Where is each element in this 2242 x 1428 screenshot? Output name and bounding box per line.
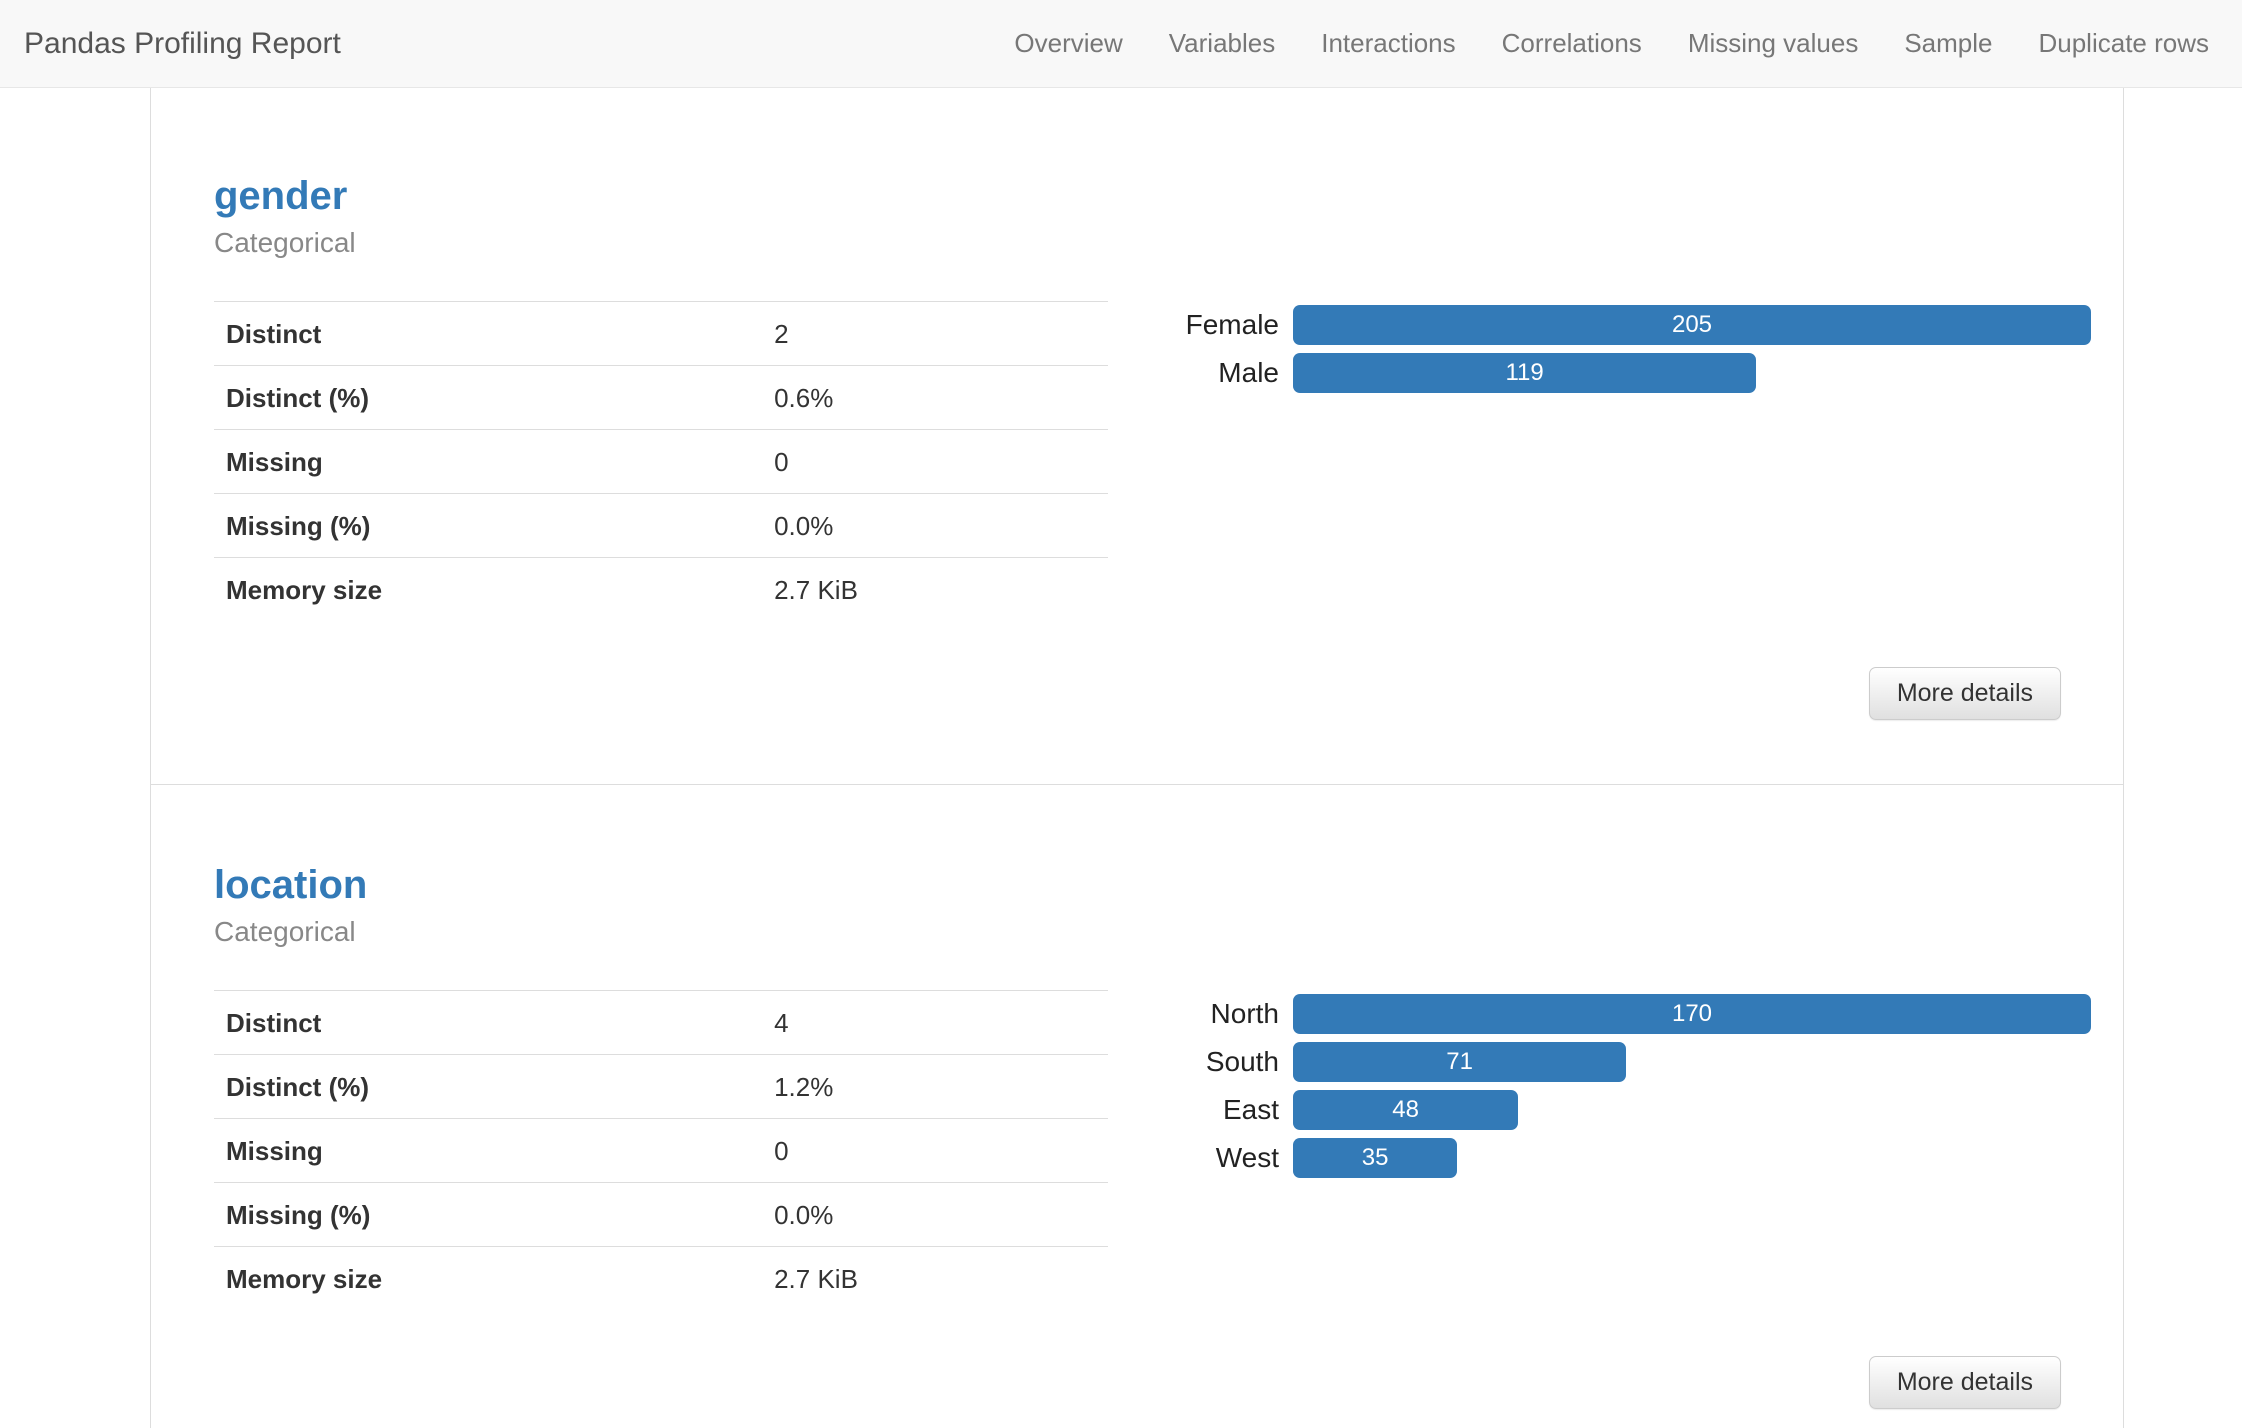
variable-section-location: location Categorical Distinct 4 Distinct…: [151, 784, 2123, 1428]
stat-row-distinct-pct: Distinct (%) 0.6%: [214, 365, 1108, 429]
frequency-bar: 71: [1293, 1042, 1627, 1082]
nav-item-duplicate-rows[interactable]: Duplicate rows: [2038, 28, 2209, 58]
bar-track: 35: [1293, 1138, 2091, 1178]
stat-row-distinct: Distinct 4: [214, 990, 1108, 1054]
more-details-button[interactable]: More details: [1868, 667, 2061, 720]
chart-row: Male 119: [1153, 353, 2091, 393]
variable-type-label: Categorical: [214, 916, 356, 947]
stat-value: 1.2%: [774, 1072, 834, 1102]
bar-category-label: West: [1215, 1142, 1279, 1173]
stat-value: 0.0%: [774, 1200, 834, 1230]
chart-row: West 35: [1153, 1138, 2091, 1178]
chart-row: South 71: [1153, 1042, 2091, 1082]
bar-count-label: 119: [1505, 359, 1544, 386]
bar-count-label: 170: [1671, 1000, 1713, 1027]
details-row: More details: [214, 1356, 2091, 1409]
stat-row-missing: Missing 0: [214, 429, 1108, 493]
bar-track: 170: [1293, 994, 2091, 1034]
bar-track: 205: [1293, 305, 2091, 345]
stat-value: 0: [774, 447, 789, 477]
report-body: gender Categorical Distinct 2 Distinct (…: [150, 88, 2124, 1428]
nav-item-interactions[interactable]: Interactions: [1321, 28, 1456, 58]
frequency-bar: 205: [1293, 305, 2091, 345]
navbar: Pandas Profiling Report Overview Variabl…: [0, 0, 2242, 88]
stat-label: Distinct: [226, 1008, 322, 1038]
bar-count-label: 71: [1446, 1048, 1473, 1075]
frequency-bar: 170: [1293, 994, 2091, 1034]
details-row: More details: [214, 667, 2091, 720]
navbar-brand[interactable]: Pandas Profiling Report: [24, 26, 341, 60]
stat-label: Distinct (%): [226, 1072, 369, 1102]
bar-category-label: South: [1205, 1046, 1279, 1077]
stat-row-memory-size: Memory size 2.7 KiB: [214, 1246, 1108, 1310]
stat-value: 0.0%: [774, 511, 834, 541]
nav-item-sample[interactable]: Sample: [1904, 28, 1993, 58]
stat-label: Distinct (%): [226, 383, 369, 413]
stats-table: Distinct 2 Distinct (%) 0.6% Missing 0 M…: [214, 301, 1108, 621]
frequency-bar-chart: Female 205 Male 119: [1153, 301, 2091, 621]
stat-label: Memory size: [226, 575, 383, 605]
nav-menu: Overview Variables Interactions Correlat…: [991, 28, 2232, 59]
variable-title[interactable]: location: [214, 863, 368, 907]
variable-type-label: Categorical: [214, 227, 356, 258]
stat-value: 0.6%: [774, 383, 834, 413]
stat-value: 2.7 KiB: [774, 1264, 858, 1294]
nav-item-overview[interactable]: Overview: [1014, 28, 1123, 58]
frequency-bar: 35: [1293, 1138, 1458, 1178]
stat-value: 4: [774, 1008, 789, 1038]
stat-row-missing-pct: Missing (%) 0.0%: [214, 493, 1108, 557]
bar-category-label: Male: [1218, 357, 1279, 388]
stat-row-missing: Missing 0: [214, 1118, 1108, 1182]
frequency-bar: 119: [1293, 353, 1757, 393]
stat-label: Distinct: [226, 319, 322, 349]
bar-count-label: 205: [1671, 311, 1713, 338]
nav-item-variables[interactable]: Variables: [1168, 28, 1276, 58]
variable-section-gender: gender Categorical Distinct 2 Distinct (…: [151, 88, 2123, 784]
chart-row: East 48: [1153, 1090, 2091, 1130]
more-details-button[interactable]: More details: [1868, 1356, 2061, 1409]
chart-row: North 170: [1153, 994, 2091, 1034]
stat-value: 2: [774, 319, 789, 349]
bar-track: 48: [1293, 1090, 2091, 1130]
nav-item-correlations[interactable]: Correlations: [1501, 28, 1642, 58]
stat-label: Missing (%): [226, 511, 371, 541]
bar-track: 71: [1293, 1042, 2091, 1082]
chart-row: Female 205: [1153, 305, 2091, 345]
bar-category-label: East: [1222, 1094, 1279, 1125]
stat-value: 2.7 KiB: [774, 575, 858, 605]
stat-row-missing-pct: Missing (%) 0.0%: [214, 1182, 1108, 1246]
stat-label: Missing: [226, 447, 323, 477]
stat-label: Memory size: [226, 1264, 383, 1294]
stat-value: 0: [774, 1136, 789, 1166]
bar-track: 119: [1293, 353, 2091, 393]
stat-row-distinct: Distinct 2: [214, 301, 1108, 365]
stats-table: Distinct 4 Distinct (%) 1.2% Missing 0 M…: [214, 990, 1108, 1310]
stat-row-memory-size: Memory size 2.7 KiB: [214, 557, 1108, 621]
frequency-bar-chart: North 170 South 71 E: [1153, 990, 2091, 1310]
stat-row-distinct-pct: Distinct (%) 1.2%: [214, 1054, 1108, 1118]
bar-category-label: North: [1210, 998, 1279, 1029]
bar-count-label: 48: [1392, 1096, 1419, 1123]
stat-label: Missing: [226, 1136, 323, 1166]
bar-category-label: Female: [1185, 309, 1279, 340]
frequency-bar: 48: [1293, 1090, 1519, 1130]
nav-item-missing-values[interactable]: Missing values: [1687, 28, 1859, 58]
stat-label: Missing (%): [226, 1200, 371, 1230]
section-row: Distinct 2 Distinct (%) 0.6% Missing 0 M…: [214, 301, 2091, 621]
variable-title[interactable]: gender: [214, 174, 348, 218]
bar-count-label: 35: [1361, 1144, 1389, 1171]
section-row: Distinct 4 Distinct (%) 1.2% Missing 0 M…: [214, 990, 2091, 1310]
